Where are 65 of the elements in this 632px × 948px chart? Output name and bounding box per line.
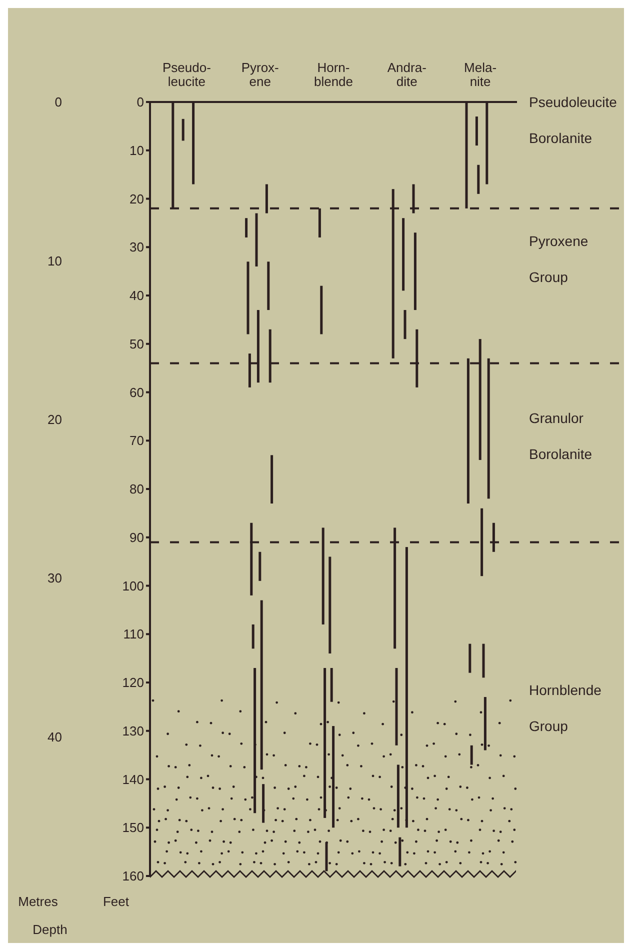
y2-tick-label: 40 xyxy=(48,729,62,744)
x-tick-label: Mela-nite xyxy=(464,60,497,89)
bar xyxy=(404,310,406,340)
bar xyxy=(330,668,333,702)
x-tick-label: Pseudo-leucite xyxy=(162,60,211,89)
y-tick-label: 110 xyxy=(123,626,144,642)
y2-tick-label: 0 xyxy=(54,94,62,110)
bar xyxy=(332,726,335,828)
bar xyxy=(254,668,256,814)
bar xyxy=(402,218,405,291)
bar xyxy=(245,218,248,238)
y-tick-label: 40 xyxy=(130,288,144,304)
text: Hornblende Group xyxy=(529,682,602,734)
y-tick-label: 90 xyxy=(130,530,144,545)
bar xyxy=(396,764,400,828)
y-tick-label: 10 xyxy=(130,142,144,158)
bar xyxy=(482,644,485,678)
bar xyxy=(252,624,254,649)
bar xyxy=(267,262,270,310)
y-tick-label: 70 xyxy=(130,433,144,448)
x-tick-label: Pyrox-ene xyxy=(241,60,279,89)
y-tick-label: 130 xyxy=(122,723,144,738)
x-tick-label: Andra-dite xyxy=(387,60,426,89)
text: Pyroxene Group xyxy=(529,232,588,285)
bar xyxy=(324,668,326,818)
y-axis-title: Feet xyxy=(102,894,130,909)
y-tick-label: 140 xyxy=(122,772,144,787)
bar xyxy=(246,262,250,334)
y-tick-label: 20 xyxy=(130,191,144,206)
bar xyxy=(255,213,258,266)
y-tick-label: 0 xyxy=(136,94,144,110)
bar xyxy=(262,784,265,823)
y-tick-label: 100 xyxy=(122,578,144,594)
y2-axis-title: Metres xyxy=(18,894,58,909)
y2-tick-label: 20 xyxy=(48,412,62,428)
bar xyxy=(328,556,332,654)
bar xyxy=(322,528,324,624)
text: Pseudoleucite Borolanite xyxy=(529,94,617,146)
bar xyxy=(270,455,274,504)
bar xyxy=(398,837,402,866)
bar xyxy=(182,118,184,141)
y2-tick-label: 10 xyxy=(48,253,62,268)
bar xyxy=(468,644,472,673)
y-tick-label: 120 xyxy=(122,675,144,690)
x-tick-label: Horn-blende xyxy=(314,60,354,89)
bar xyxy=(405,547,408,828)
bar xyxy=(477,164,480,194)
y-tick-label: 30 xyxy=(130,240,144,255)
bar xyxy=(475,116,478,146)
y-tick-label: 50 xyxy=(130,336,144,352)
bar xyxy=(414,232,416,310)
bar xyxy=(484,697,486,750)
bar xyxy=(260,600,263,770)
y2-tick-label: 30 xyxy=(48,570,62,586)
y-tick-label: 160 xyxy=(122,868,144,884)
y-tick-label: 80 xyxy=(130,482,144,497)
text: Granulor Borolanite xyxy=(529,410,592,462)
text: Depth xyxy=(32,922,68,937)
y-tick-label: 150 xyxy=(122,820,144,836)
bar xyxy=(325,842,328,872)
bar xyxy=(265,184,268,214)
bar xyxy=(258,552,262,581)
y-tick-label: 60 xyxy=(130,384,144,400)
bar xyxy=(320,286,323,334)
bar xyxy=(395,668,398,746)
